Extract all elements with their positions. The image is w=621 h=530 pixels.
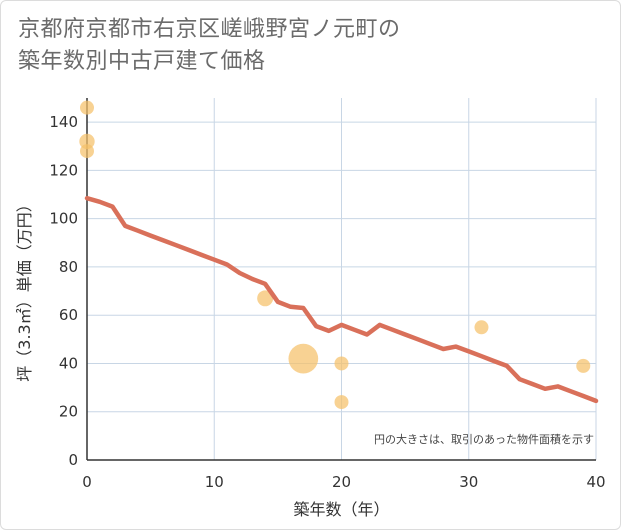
y-tick-label-120: 120 — [49, 161, 78, 179]
data-point-2 — [80, 144, 94, 159]
y-tick-label-40: 40 — [59, 354, 78, 372]
x-tick-label-10: 10 — [205, 473, 224, 491]
data-point-7 — [474, 320, 489, 335]
chart-title-line-2: 築年数別中古戸建て価格 — [18, 49, 266, 74]
x-tick-label-40: 40 — [586, 473, 605, 491]
data-point-3 — [257, 290, 274, 307]
data-point-8 — [576, 358, 591, 373]
y-tick-label-100: 100 — [49, 210, 78, 228]
data-points — [79, 100, 591, 410]
y-tick-label-60: 60 — [59, 306, 78, 324]
grid-lines — [87, 98, 597, 460]
data-point-5 — [334, 356, 349, 371]
data-point-4 — [288, 343, 319, 374]
y-tick-label-20: 20 — [59, 403, 78, 421]
tick-labels: 0 10 20 30 40 0 20 40 60 80 100 120 140 — [49, 113, 605, 491]
x-tick-label-0: 0 — [82, 473, 92, 491]
bubble-size-note: 円の大きさは、取引のあった物件面積を示す — [374, 432, 594, 446]
x-tick-label-30: 30 — [459, 473, 478, 491]
x-axis-label: 築年数（年） — [293, 500, 389, 519]
chart-title-line-1: 京都府京都市右京区嵯峨野宮ノ元町の — [18, 17, 401, 42]
y-tick-label-80: 80 — [59, 258, 78, 276]
y-tick-label-0: 0 — [68, 451, 78, 469]
chart-title: 京都府京都市右京区嵯峨野宮ノ元町の 築年数別中古戸建て価格 — [18, 14, 608, 78]
y-axis-label: 坪（3.3㎡）単価（万円） — [15, 196, 34, 381]
trend-line-group — [84, 195, 599, 404]
y-tick-label-140: 140 — [49, 113, 78, 131]
data-point-0 — [80, 100, 94, 115]
axes — [86, 98, 596, 461]
data-point-6 — [334, 395, 349, 410]
trend-line — [84, 195, 599, 404]
x-tick-label-20: 20 — [332, 473, 351, 491]
